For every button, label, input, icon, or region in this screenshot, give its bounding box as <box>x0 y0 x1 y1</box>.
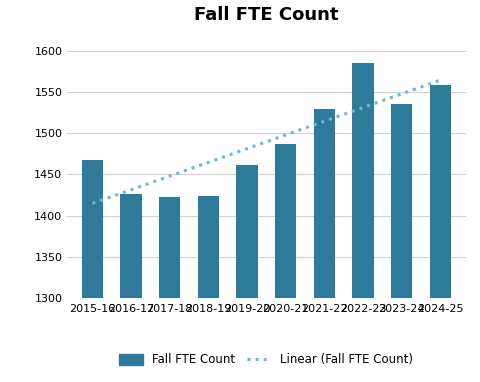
Bar <box>314 109 335 382</box>
Bar <box>430 85 451 382</box>
Bar <box>352 63 374 382</box>
Bar <box>198 196 219 382</box>
Bar <box>237 165 258 382</box>
Bar <box>82 160 103 382</box>
Bar <box>120 194 142 382</box>
Bar <box>275 144 296 382</box>
Title: Fall FTE Count: Fall FTE Count <box>194 6 339 24</box>
Legend: Fall FTE Count, Linear (Fall FTE Count): Fall FTE Count, Linear (Fall FTE Count) <box>115 349 418 371</box>
Bar <box>159 197 180 382</box>
Bar <box>391 104 412 382</box>
